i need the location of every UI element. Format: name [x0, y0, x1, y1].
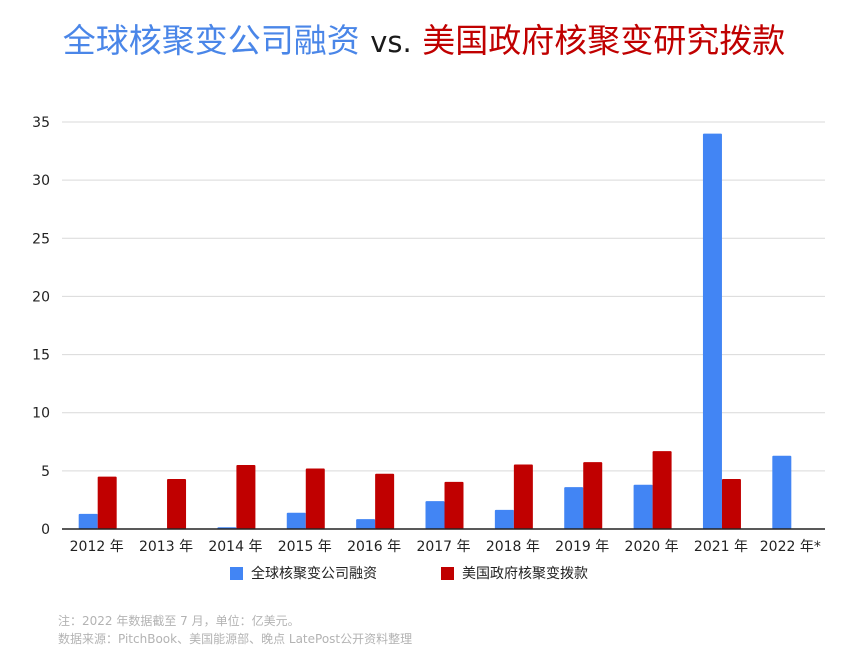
bar-series-1 [633, 484, 653, 529]
y-tick-label: 15 [32, 348, 50, 364]
bar-series-2 [652, 451, 672, 529]
x-tick-label: 2017 年 [416, 539, 470, 555]
y-tick-label: 30 [32, 173, 50, 189]
y-tick-label: 5 [41, 464, 50, 480]
bar-series-1 [286, 512, 306, 529]
x-tick-label: 2016 年 [347, 539, 401, 555]
y-tick-label: 35 [32, 115, 50, 131]
x-tick-label: 2020 年 [625, 539, 679, 555]
bar-series-2 [236, 465, 256, 529]
chart-title: 全球核聚变公司融资 vs. 美国政府核聚变研究拨款 [0, 14, 848, 62]
chart-source: 数据来源：PitchBook、美国能源部、晚点 LatePost公开资料整理 [58, 632, 413, 646]
bar-series-2 [305, 468, 325, 529]
y-tick-label: 20 [32, 289, 50, 305]
bar-series-2 [583, 462, 603, 529]
x-tick-label: 2014 年 [208, 539, 262, 555]
legend-swatch-series-1 [230, 567, 243, 580]
bar-series-2 [167, 478, 187, 529]
chart-title-part1: 全球核聚变公司融资 [62, 21, 360, 60]
bar-series-2 [97, 476, 117, 529]
bar-series-1 [564, 487, 584, 529]
bar-series-1 [78, 513, 98, 529]
legend-swatch-series-2 [441, 567, 454, 580]
y-tick-label: 10 [32, 406, 50, 422]
chart-title-part2: 美国政府核聚变研究拨款 [422, 21, 786, 60]
bar-series-1 [702, 133, 722, 529]
y-tick-label: 25 [32, 231, 50, 247]
bar-series-2 [375, 473, 395, 529]
legend-label-series-1: 全球核聚变公司融资 [251, 565, 377, 582]
bar-series-2 [513, 464, 533, 529]
chart-title-vs: vs. [370, 25, 412, 59]
bar-series-1 [494, 509, 514, 529]
legend-label-series-2: 美国政府核聚变拨款 [462, 566, 588, 582]
x-tick-label: 2018 年 [486, 539, 540, 555]
x-tick-label: 2022 年* [760, 539, 821, 555]
x-tick-label: 2019 年 [555, 539, 609, 555]
x-tick-label: 2012 年 [70, 539, 124, 555]
x-tick-label: 2015 年 [278, 539, 332, 555]
x-tick-label: 2013 年 [139, 539, 193, 555]
bar-series-1 [425, 501, 445, 529]
bar-series-1 [356, 519, 376, 529]
chart-note: 注：2022 年数据截至 7 月，单位：亿美元。 [58, 614, 300, 628]
bar-series-2 [444, 481, 464, 529]
x-tick-label: 2021 年 [694, 539, 748, 555]
bar-series-1 [772, 455, 792, 529]
bar-series-2 [721, 478, 741, 529]
y-tick-label: 0 [41, 522, 50, 538]
